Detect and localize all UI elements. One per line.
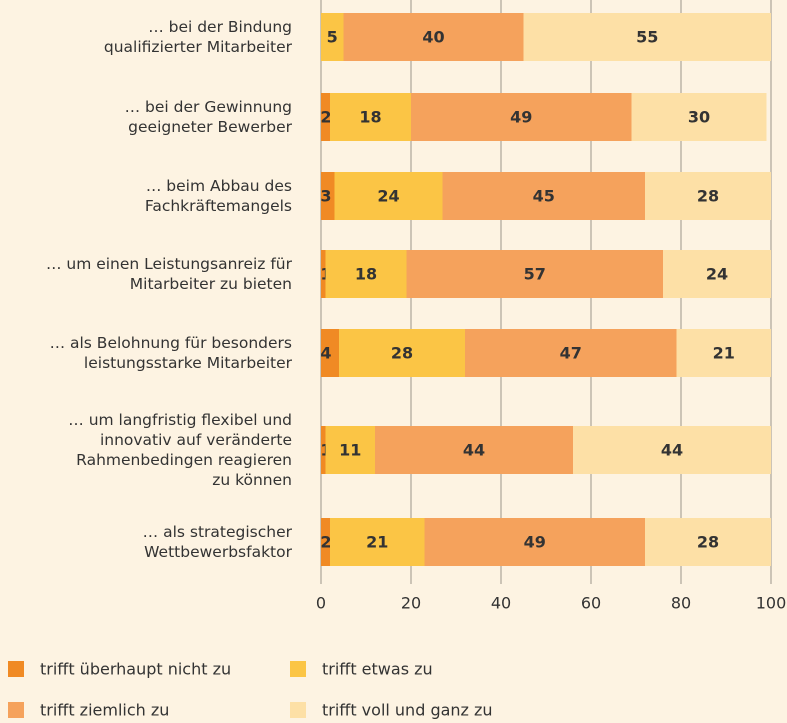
legend-swatch (290, 661, 306, 677)
category-label: … als Belohnung für besonders leistungss… (49, 334, 292, 372)
bar-segment (676, 329, 771, 377)
bar-segment (330, 93, 411, 141)
value-label: 4 (320, 344, 331, 363)
value-label: 28 (391, 344, 413, 363)
value-label: 28 (697, 187, 719, 206)
bar-segment (321, 426, 326, 474)
value-label: 57 (524, 265, 546, 284)
bar-segment (321, 13, 344, 61)
legend-label: trifft voll und ganz zu (322, 701, 493, 720)
bar-segment (523, 13, 771, 61)
bar-segment (321, 329, 339, 377)
bar-segment (645, 172, 771, 220)
bar-segment (321, 518, 330, 566)
category-label: … um langfristig flexibel und innovativ … (68, 411, 292, 489)
x-tick-label: 0 (316, 594, 326, 613)
bar-segment (330, 518, 425, 566)
bar-segment (663, 250, 771, 298)
value-label: 2 (320, 533, 331, 552)
x-tick-label: 20 (401, 594, 421, 613)
bar-segment (343, 13, 524, 61)
legend-swatch (8, 661, 24, 677)
value-label: 2 (320, 108, 331, 127)
bar-segment (424, 518, 645, 566)
value-label: 30 (688, 108, 710, 127)
x-tick-label: 40 (491, 594, 511, 613)
bar-segment (406, 250, 663, 298)
value-label: 45 (533, 187, 555, 206)
category-label: … bei der Gewinnung geeigneter Bewerber (124, 98, 292, 136)
bar-segment (645, 518, 771, 566)
value-label: 49 (510, 108, 532, 127)
value-label: 21 (713, 344, 735, 363)
legend-label: trifft ziemlich zu (40, 701, 169, 720)
value-label: 49 (524, 533, 546, 552)
legend-swatch (290, 702, 306, 718)
value-label: 5 (327, 28, 338, 47)
bar-segment (321, 250, 326, 298)
value-label: 44 (661, 441, 683, 460)
legend-label: trifft etwas zu (322, 660, 433, 679)
value-label: 55 (636, 28, 658, 47)
bar-segment (321, 93, 330, 141)
legend-label: trifft überhaupt nicht zu (40, 660, 231, 679)
bar-segment (325, 250, 407, 298)
bar-segment (325, 426, 375, 474)
bar-segment (321, 172, 335, 220)
bar-segment (442, 172, 645, 220)
value-label: 47 (560, 344, 582, 363)
value-label: 3 (320, 187, 331, 206)
x-tick-label: 100 (756, 594, 787, 613)
value-label: 44 (463, 441, 485, 460)
category-label: … beim Abbau des Fachkräftemangels (144, 177, 292, 215)
value-label: 21 (366, 533, 388, 552)
value-label: 28 (697, 533, 719, 552)
bar-segment (334, 172, 443, 220)
bar-segment (339, 329, 465, 377)
value-label: 24 (706, 265, 728, 284)
x-tick-label: 60 (581, 594, 601, 613)
bar-segment (631, 93, 767, 141)
value-label: 18 (355, 265, 377, 284)
category-label: … bei der Bindung qualifizierter Mitarbe… (103, 18, 292, 56)
bar-segment (375, 426, 573, 474)
value-label: 18 (359, 108, 381, 127)
bar-segment (465, 329, 677, 377)
value-label: 40 (422, 28, 444, 47)
bar-segment (411, 93, 632, 141)
category-label: … als strategischer Wettbewerbsfaktor (142, 523, 292, 561)
category-label: … um einen Leistungsanreiz für Mitarbeit… (45, 255, 292, 293)
bar-segment (573, 426, 771, 474)
legend-swatch (8, 702, 24, 718)
value-label: 24 (377, 187, 399, 206)
x-tick-label: 80 (671, 594, 691, 613)
value-label: 11 (339, 441, 361, 460)
